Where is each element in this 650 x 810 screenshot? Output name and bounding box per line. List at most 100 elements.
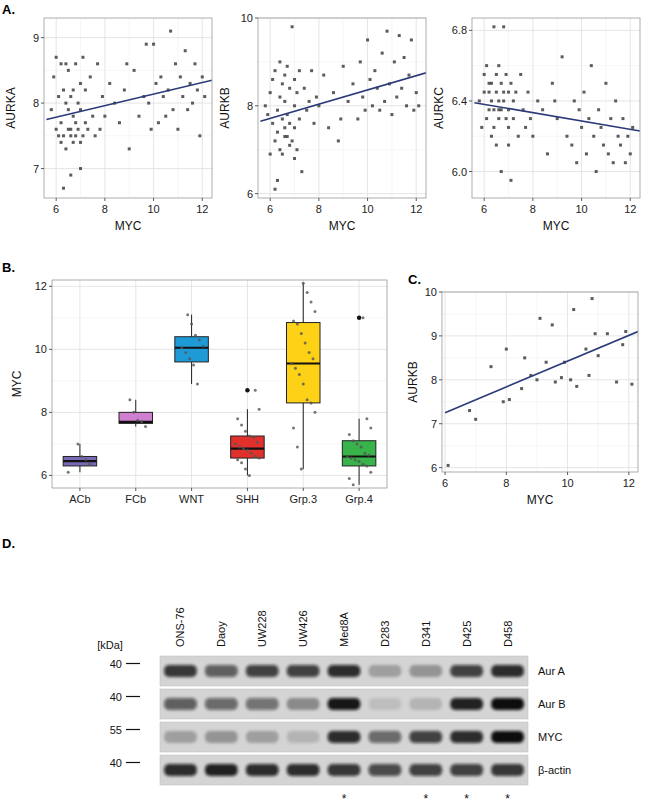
point xyxy=(531,135,534,138)
x-tick-label: 12 xyxy=(624,203,636,215)
grid-line xyxy=(442,467,638,468)
point xyxy=(502,400,505,403)
point xyxy=(234,442,237,445)
x-tick xyxy=(445,472,446,475)
point xyxy=(352,483,355,486)
x-tick xyxy=(628,472,629,475)
lane-label: Med8A xyxy=(338,611,350,647)
point xyxy=(339,117,342,120)
point xyxy=(300,332,303,335)
point xyxy=(587,117,590,120)
point xyxy=(312,357,315,360)
y-axis-title: MYC xyxy=(10,370,24,397)
point xyxy=(184,351,187,354)
point xyxy=(84,121,87,124)
point xyxy=(281,153,284,156)
y-tick xyxy=(49,412,52,413)
y-tick xyxy=(439,335,442,336)
point xyxy=(79,167,82,170)
point xyxy=(505,348,508,351)
point xyxy=(565,135,568,138)
point xyxy=(478,99,481,102)
grid-line xyxy=(52,412,387,413)
point xyxy=(128,147,131,150)
band xyxy=(450,731,483,743)
point xyxy=(488,91,491,94)
point xyxy=(390,113,393,116)
x-tick xyxy=(532,198,533,201)
band-group xyxy=(164,731,524,743)
grid-line xyxy=(56,18,57,198)
point xyxy=(350,457,353,460)
outlier xyxy=(357,316,361,320)
point xyxy=(600,126,603,129)
band xyxy=(287,665,320,677)
minor-grid xyxy=(294,18,295,198)
point xyxy=(162,95,165,98)
point xyxy=(181,95,184,98)
point xyxy=(591,297,594,300)
point xyxy=(274,139,277,142)
point xyxy=(607,152,610,155)
point xyxy=(300,170,303,173)
grid-line xyxy=(442,379,638,380)
point xyxy=(561,55,564,58)
point xyxy=(367,453,370,456)
category-grid xyxy=(135,280,136,488)
mw-label: 55 xyxy=(110,724,122,736)
point xyxy=(72,141,75,144)
point xyxy=(248,474,251,477)
point xyxy=(354,458,357,461)
annotation: * xyxy=(505,792,510,806)
point xyxy=(283,135,286,138)
point xyxy=(624,161,627,164)
point xyxy=(291,25,294,28)
point xyxy=(57,134,60,137)
panel-label: C. xyxy=(408,272,421,287)
point xyxy=(140,420,143,423)
band xyxy=(328,665,361,677)
plot-frame xyxy=(258,18,426,198)
x-tick-label: 6 xyxy=(53,203,59,215)
point xyxy=(348,477,351,480)
point xyxy=(64,62,67,65)
whisker xyxy=(79,466,80,472)
point xyxy=(597,354,600,357)
point xyxy=(492,108,495,111)
grid-line xyxy=(367,18,368,198)
point xyxy=(381,52,384,55)
grid-line xyxy=(567,292,568,472)
point xyxy=(342,65,345,68)
point xyxy=(468,409,471,412)
whisker xyxy=(303,283,304,322)
y-tick xyxy=(255,193,258,194)
point xyxy=(286,65,289,68)
point xyxy=(79,141,82,144)
x-tick-label: 8 xyxy=(503,477,509,489)
point xyxy=(172,108,175,111)
point xyxy=(132,411,135,414)
x-tick-label: 6 xyxy=(267,203,273,215)
point xyxy=(298,117,301,120)
point xyxy=(62,89,65,92)
point xyxy=(313,310,316,313)
point xyxy=(517,135,520,138)
plot-marks xyxy=(474,25,640,182)
point xyxy=(79,82,82,85)
x-tick xyxy=(270,198,271,201)
plot-background xyxy=(44,18,212,198)
x-tick-label: 10 xyxy=(361,203,373,215)
point xyxy=(191,102,194,105)
lane-label: D458 xyxy=(502,621,514,647)
x-tick-label: 10 xyxy=(575,203,587,215)
point xyxy=(490,365,493,368)
y-tick xyxy=(49,475,52,476)
point xyxy=(415,91,418,94)
point xyxy=(614,99,617,102)
x-tick xyxy=(56,198,57,201)
whisker xyxy=(79,444,80,457)
mw-tick xyxy=(126,696,140,697)
x-tick xyxy=(79,488,80,491)
x-tick xyxy=(484,198,485,201)
figure: 681012789AURKAMYCA.6810126810AURKBMYC681… xyxy=(0,0,650,810)
